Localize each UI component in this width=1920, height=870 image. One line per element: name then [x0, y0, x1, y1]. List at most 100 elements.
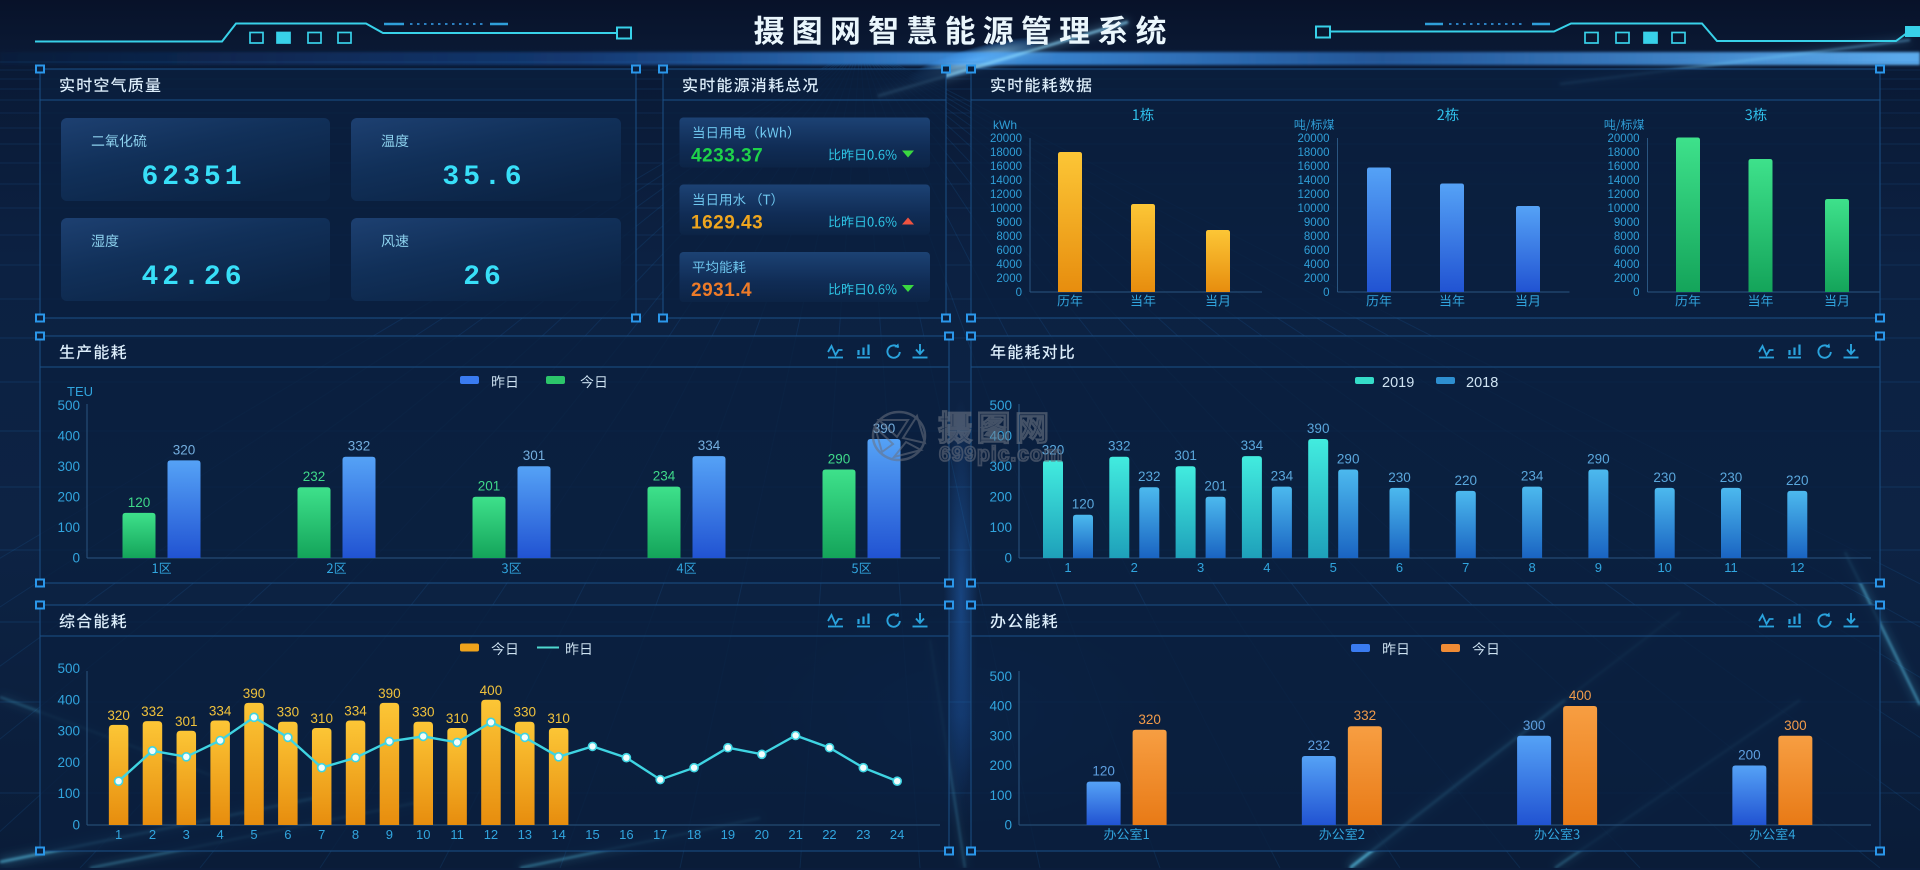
svg-text:390: 390: [243, 686, 266, 701]
svg-text:330: 330: [514, 705, 537, 720]
svg-text:332: 332: [141, 704, 164, 719]
svg-text:2018: 2018: [1466, 375, 1498, 391]
svg-text:18: 18: [687, 827, 701, 842]
svg-text:5: 5: [250, 827, 257, 842]
svg-text:232: 232: [303, 469, 326, 484]
svg-text:300: 300: [1523, 718, 1546, 733]
svg-text:2: 2: [1131, 560, 1138, 575]
svg-text:20000: 20000: [1298, 133, 1330, 145]
svg-text:16000: 16000: [1608, 161, 1640, 173]
svg-text:2000: 2000: [1304, 273, 1330, 285]
svg-text:200: 200: [57, 755, 80, 770]
svg-text:9000: 9000: [1304, 217, 1330, 229]
svg-text:10000: 10000: [1608, 203, 1640, 215]
svg-text:15: 15: [585, 827, 599, 842]
svg-text:6000: 6000: [1304, 245, 1330, 257]
svg-text:11: 11: [1724, 560, 1738, 575]
svg-text:9: 9: [386, 827, 393, 842]
svg-text:300: 300: [989, 728, 1012, 743]
svg-text:230: 230: [1720, 470, 1743, 485]
svg-text:330: 330: [412, 705, 435, 720]
svg-text:500: 500: [989, 669, 1012, 684]
svg-text:4000: 4000: [1614, 259, 1640, 271]
svg-text:200: 200: [989, 490, 1012, 505]
svg-text:17: 17: [653, 827, 667, 842]
svg-text:12: 12: [484, 827, 498, 842]
svg-text:8: 8: [352, 827, 359, 842]
svg-text:7: 7: [318, 827, 325, 842]
svg-text:320: 320: [173, 442, 196, 457]
svg-text:220: 220: [1455, 473, 1478, 488]
svg-text:390: 390: [378, 686, 401, 701]
svg-text:0: 0: [1004, 818, 1012, 833]
svg-text:16: 16: [619, 827, 633, 842]
svg-text:13: 13: [518, 827, 532, 842]
svg-text:16000: 16000: [1298, 161, 1330, 173]
svg-text:12000: 12000: [1298, 189, 1330, 201]
svg-text:290: 290: [1587, 452, 1610, 467]
svg-text:2: 2: [149, 827, 156, 842]
svg-text:100: 100: [989, 788, 1012, 803]
svg-text:62351: 62351: [141, 162, 245, 193]
svg-text:500: 500: [57, 661, 80, 676]
svg-text:234: 234: [653, 469, 676, 484]
svg-text:2931.4: 2931.4: [691, 280, 752, 301]
svg-text:8000: 8000: [1614, 231, 1640, 243]
svg-text:5: 5: [1330, 560, 1337, 575]
svg-text:100: 100: [57, 786, 80, 801]
svg-text:300: 300: [1784, 718, 1807, 733]
svg-text:1: 1: [1064, 560, 1071, 575]
svg-text:8000: 8000: [996, 231, 1022, 243]
svg-text:4: 4: [217, 827, 224, 842]
svg-text:320: 320: [1042, 442, 1065, 457]
svg-text:301: 301: [1174, 448, 1197, 463]
svg-text:310: 310: [310, 711, 333, 726]
svg-text:4000: 4000: [1304, 259, 1330, 271]
svg-text:320: 320: [107, 708, 130, 723]
svg-text:19: 19: [721, 827, 735, 842]
svg-text:10: 10: [1657, 560, 1671, 575]
svg-text:12000: 12000: [990, 189, 1022, 201]
svg-text:23: 23: [856, 827, 870, 842]
svg-text:300: 300: [57, 459, 80, 474]
svg-text:400: 400: [989, 699, 1012, 714]
svg-text:400: 400: [57, 692, 80, 707]
svg-text:390: 390: [1307, 421, 1330, 436]
svg-text:200: 200: [989, 758, 1012, 773]
svg-text:332: 332: [1354, 708, 1377, 723]
svg-text:6: 6: [1396, 560, 1403, 575]
svg-text:12: 12: [1790, 560, 1804, 575]
svg-text:4: 4: [1263, 560, 1270, 575]
svg-text:10000: 10000: [1298, 203, 1330, 215]
svg-text:234: 234: [1521, 469, 1544, 484]
svg-text:14: 14: [551, 827, 565, 842]
svg-text:320: 320: [1138, 712, 1161, 727]
svg-text:20: 20: [755, 827, 769, 842]
svg-text:334: 334: [209, 703, 232, 718]
svg-text:400: 400: [1569, 688, 1592, 703]
svg-text:120: 120: [128, 495, 151, 510]
svg-text:35.6: 35.6: [442, 162, 525, 193]
svg-text:332: 332: [1108, 439, 1131, 454]
svg-text:9000: 9000: [1614, 217, 1640, 229]
svg-text:1: 1: [115, 827, 122, 842]
svg-text:9000: 9000: [996, 217, 1022, 229]
svg-text:290: 290: [828, 452, 851, 467]
svg-text:400: 400: [57, 429, 80, 444]
svg-text:200: 200: [1738, 748, 1761, 763]
svg-text:26: 26: [463, 262, 505, 293]
svg-text:4233.37: 4233.37: [691, 146, 763, 167]
svg-text:2000: 2000: [1614, 273, 1640, 285]
svg-text:334: 334: [1241, 438, 1264, 453]
svg-text:7: 7: [1462, 560, 1469, 575]
svg-text:300: 300: [989, 459, 1012, 474]
svg-text:310: 310: [547, 711, 570, 726]
svg-text:300: 300: [57, 724, 80, 739]
svg-text:18000: 18000: [1298, 147, 1330, 159]
svg-text:3: 3: [1197, 560, 1204, 575]
svg-text:11: 11: [450, 827, 464, 842]
svg-text:0: 0: [1323, 287, 1329, 299]
svg-text:232: 232: [1308, 738, 1331, 753]
svg-text:500: 500: [989, 398, 1012, 413]
svg-text:18000: 18000: [990, 147, 1022, 159]
